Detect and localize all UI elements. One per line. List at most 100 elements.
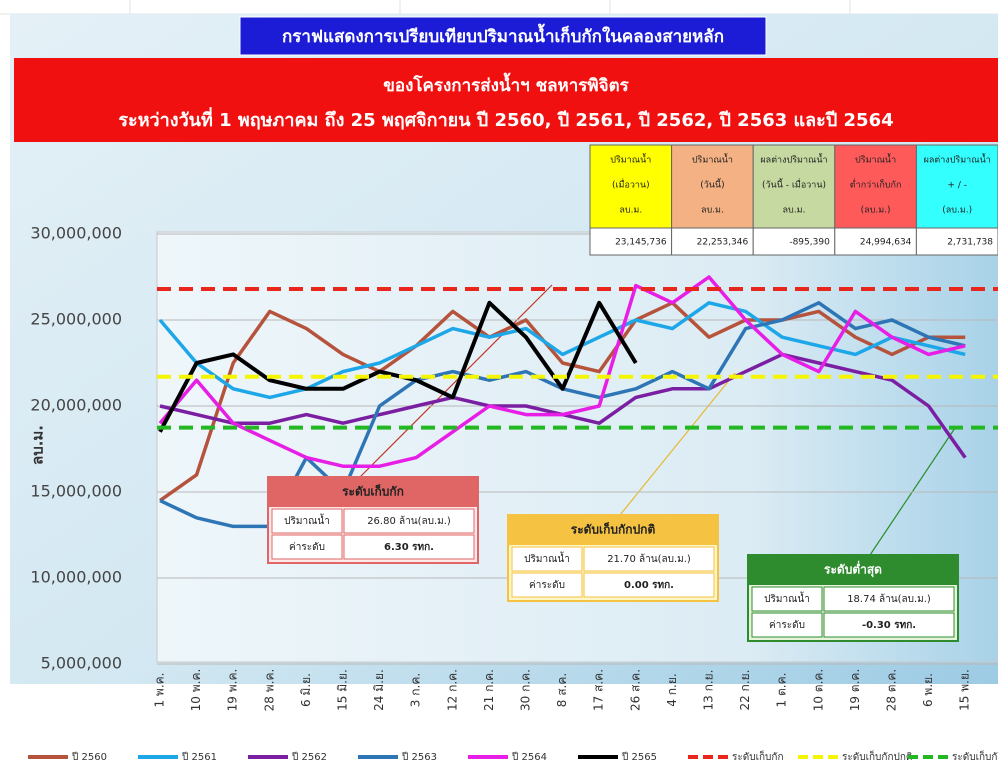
- series-line: [158, 301, 966, 503]
- table-header-text: ลบ.ม.: [783, 206, 806, 216]
- x-tick-label: 6 มิ.ย.: [299, 673, 313, 707]
- y-tick-label: 15,000,000: [30, 482, 122, 501]
- x-tick-label: 28 พ.ค.: [262, 669, 276, 712]
- table-header-text: ต่ำกว่าเก็บกัก: [850, 178, 902, 191]
- subtitle: ระหว่างวันที่ 1 พฤษภาคม ถึง 25 พฤศจิกายน…: [118, 107, 893, 131]
- table-header-text: ปริมาณน้ำ: [855, 153, 896, 166]
- annotation-cell: [271, 534, 343, 560]
- table-value: 22,253,346: [697, 238, 749, 248]
- x-tick-label: 15 พ.ย.: [958, 669, 972, 711]
- annotation-label: ค่าระดับ: [289, 542, 325, 553]
- annotation-cell: [823, 612, 955, 638]
- x-tick-label: 30 ก.ค.: [519, 669, 533, 711]
- table-header-text: ลบ.ม.: [701, 206, 724, 216]
- table-value: 24,994,634: [860, 238, 912, 248]
- annotation-header: [748, 555, 958, 585]
- x-tick-label: 12 ก.ค.: [445, 669, 459, 711]
- x-tick-label: 19 พ.ค.: [226, 669, 240, 712]
- series-line: [158, 275, 966, 468]
- x-tick-label: 24 มิ.ย.: [372, 669, 386, 711]
- legend-label: ระดับเก็บกัก: [732, 749, 784, 763]
- subtitle-band: [14, 58, 998, 142]
- annotation-cell: [511, 572, 583, 598]
- annotation-label: ปริมาณน้ำ: [764, 591, 810, 605]
- legend-label: ระดับเก็บกักปกติ: [842, 749, 912, 763]
- annotation-cell: [751, 612, 823, 638]
- annotation-header: [508, 515, 718, 545]
- legend-label: ปี 2564: [511, 751, 547, 763]
- annotation-value: -0.30 รทก.: [862, 620, 916, 631]
- annotation-value: 26.80 ล้าน(ลบ.ม.): [367, 515, 451, 527]
- x-tick-label: 28 ต.ค.: [885, 669, 899, 712]
- x-tick-label: 1 พ.ค.: [153, 672, 167, 707]
- table-header-text: ผลต่างปริมาณน้ำ: [924, 153, 991, 166]
- annotation-value: 0.00 รทก.: [624, 580, 674, 591]
- x-tick-label: 4 ก.ย.: [665, 673, 679, 706]
- table-header-text: + / -: [947, 181, 967, 191]
- table-header-text: (ลบ.ม.): [942, 206, 972, 216]
- x-tick-label: 17 ส.ค.: [592, 669, 606, 711]
- table-header-text: (เมื่อวาน): [612, 178, 650, 191]
- annotation-cell: [343, 508, 475, 534]
- table-header-text: ปริมาณน้ำ: [610, 153, 651, 166]
- annotation-cell: [751, 586, 823, 612]
- annotation-title: ระดับเก็บกักปกติ: [571, 522, 656, 537]
- table-value-cell: [752, 227, 836, 256]
- annotation-title: ระดับต่ำสุด: [824, 561, 882, 578]
- x-tick-label: 19 ต.ค.: [848, 669, 862, 712]
- annotation-value: 18.74 ล้าน(ลบ.ม.): [847, 593, 931, 605]
- table-value: 23,145,736: [615, 238, 667, 248]
- annotation-header: [268, 477, 478, 507]
- table-header-cell: [752, 144, 836, 229]
- annotation-title: ระดับเก็บกัก: [342, 484, 404, 499]
- annotation-cell: [511, 546, 583, 572]
- x-tick-label: 26 ส.ค.: [628, 669, 642, 711]
- annotation-label: ค่าระดับ: [769, 620, 805, 631]
- annotation-cell: [271, 508, 343, 534]
- x-tick-label: 15 มิ.ย.: [336, 669, 350, 711]
- annotation-cell: [583, 572, 715, 598]
- y-tick-label: 5,000,000: [41, 654, 122, 673]
- x-tick-label: 21 ก.ค.: [482, 669, 496, 711]
- series-line: [158, 300, 638, 433]
- table-header-text: ผลต่างปริมาณน้ำ: [760, 153, 827, 166]
- layer: 5,000,000 10,000,000 15,000,000 20,000,000 2…: [28, 144, 998, 763]
- y-tick-label: 25,000,000: [30, 310, 122, 329]
- annotation-cell: [583, 546, 715, 572]
- chart-title: กราฟแสดงการเปรียบเทียบปริมาณน้ำเก็บกักใน…: [282, 23, 724, 47]
- y-tick-label: 20,000,000: [30, 396, 122, 415]
- x-tick-label: 8 ส.ค.: [555, 673, 569, 707]
- table-value-cell: [589, 227, 673, 256]
- annotation-cell: [823, 586, 955, 612]
- annotation-value: 6.30 รทก.: [384, 542, 434, 553]
- legend-label: ปี 2560: [71, 751, 107, 763]
- annotation-label: ปริมาณน้ำ: [524, 551, 570, 565]
- y-axis-label: ลบ.ม.: [29, 425, 47, 465]
- x-tick-label: 10 พ.ค.: [189, 669, 203, 712]
- y-tick-label: 10,000,000: [30, 568, 122, 587]
- x-tick-label: 6 พ.ย.: [921, 673, 935, 707]
- y-tick-label: 30,000,000: [30, 224, 122, 243]
- table-value: 2,731,738: [947, 238, 993, 248]
- subtitle: ของโครงการส่งน้ำฯ ชลหารพิจิตร: [383, 72, 629, 96]
- title-box: [239, 16, 767, 56]
- table-value: -895,390: [789, 238, 830, 248]
- table-header-text: (ลบ.ม.): [861, 206, 891, 216]
- table-header-text: (วันนี้): [700, 178, 724, 191]
- x-tick-label: 22 ก.ย.: [738, 669, 752, 710]
- legend-label: ระดับเก็บกักต่ำสุด: [952, 749, 998, 763]
- table-header-text: (วันนี้ - เมื่อวาน): [762, 178, 826, 191]
- annotation-cell: [343, 534, 475, 560]
- table-header-text: ลบ.ม.: [619, 206, 642, 216]
- legend-label: ปี 2561: [181, 751, 217, 763]
- legend-label: ปี 2565: [621, 751, 657, 763]
- x-tick-label: 13 ก.ย.: [702, 669, 716, 710]
- annotation-label: ค่าระดับ: [529, 580, 565, 591]
- x-tick-label: 1 ต.ค.: [775, 673, 789, 708]
- x-tick-label: 3 ก.ค.: [409, 673, 423, 707]
- table-header-text: ปริมาณน้ำ: [692, 153, 733, 166]
- annotation-value: 21.70 ล้าน(ลบ.ม.): [607, 553, 691, 565]
- x-tick-label: 10 ต.ค.: [811, 669, 825, 712]
